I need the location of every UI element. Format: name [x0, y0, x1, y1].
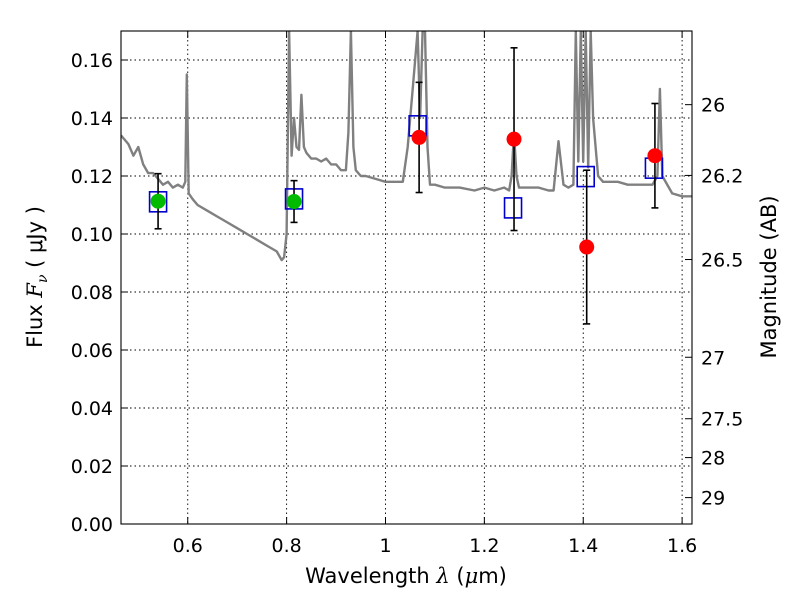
model-photometry-square [503, 197, 523, 219]
y-tick-label: 0.10 [71, 224, 113, 246]
right-tick-label: 27 [701, 347, 725, 369]
axes-ticks: 0.6 0.8 1 1.2 1.4 1.6 0.00 0.02 0.04 0.06 0.08 0.10… [71, 31, 743, 557]
right-tick-label: 28 [701, 448, 725, 470]
right-tick-label: 26.5 [701, 250, 743, 272]
y-tick-label: 0.16 [71, 50, 113, 72]
x-tick-label: 0.8 [272, 535, 302, 557]
series-group [121, 31, 692, 325]
plot-area [121, 31, 692, 325]
observed-point [411, 129, 427, 145]
observed-point [150, 193, 166, 209]
y-tick-label: 0.00 [71, 514, 113, 536]
y-axis-label: Flux Fν ( μJy ) [23, 206, 51, 348]
observed-point [579, 239, 595, 255]
sed-model-line [121, 31, 692, 262]
x-tick-label: 1.4 [568, 535, 598, 557]
model-photometry-square [576, 165, 596, 188]
observed-point [506, 131, 522, 147]
y-tick-label: 0.14 [71, 108, 113, 130]
y-tick-label: 0.12 [71, 166, 113, 188]
y-tick-label: 0.08 [71, 282, 113, 304]
y-tick-label: 0.02 [71, 456, 113, 478]
right-axis-label: Magnitude (AB) [757, 195, 781, 358]
x-tick-label: 1 [379, 535, 391, 557]
right-tick-label: 26.2 [701, 165, 743, 187]
right-tick-label: 26 [701, 95, 725, 117]
right-tick-label: 29 [701, 488, 725, 510]
y-tick-label: 0.04 [71, 398, 113, 420]
observed-point [286, 194, 302, 210]
right-tick-label: 27.5 [701, 409, 743, 431]
grid [121, 31, 692, 524]
observed-point [647, 148, 663, 164]
x-tick-label: 0.6 [173, 535, 203, 557]
y-tick-label: 0.06 [71, 340, 113, 362]
x-axis-label: Wavelength λ (μm) [305, 564, 507, 588]
x-tick-label: 1.6 [667, 535, 697, 557]
plot-frame [120, 30, 693, 525]
x-tick-label: 1.2 [469, 535, 499, 557]
